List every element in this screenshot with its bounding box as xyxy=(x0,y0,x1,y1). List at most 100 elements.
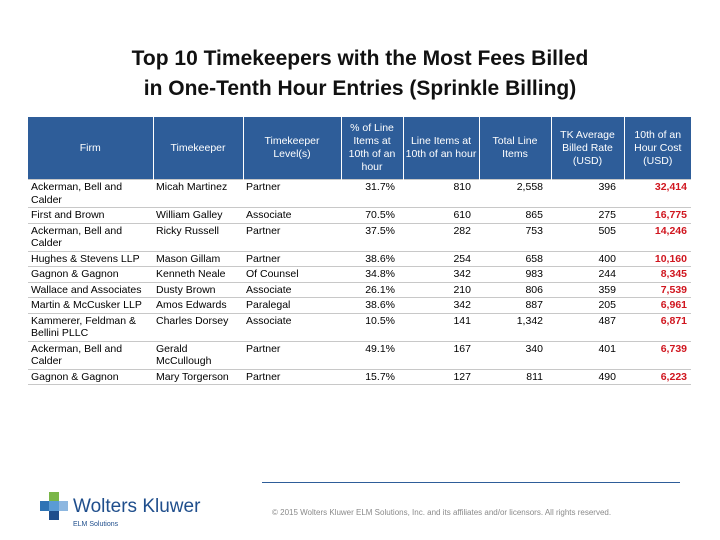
table-cell: 205 xyxy=(551,297,624,313)
table-row: Kammerer, Feldman & Bellini PLLC Charles … xyxy=(28,312,691,341)
table-cell: Mary Torgerson xyxy=(153,368,243,385)
title-line-1: Top 10 Timekeepers with the Most Fees Bi… xyxy=(131,47,589,70)
table-cell: Partner xyxy=(243,250,341,267)
table-cell: 37.5% xyxy=(341,222,403,251)
table-cell: Charles Dorsey xyxy=(153,312,243,341)
table-cell: 505 xyxy=(551,222,624,251)
table-cell: 244 xyxy=(551,266,624,282)
table-cell: 38.6% xyxy=(341,250,403,267)
table-cell: 396 xyxy=(551,179,624,208)
column-header: Timekeeper xyxy=(152,117,243,180)
table-cell: 141 xyxy=(403,312,479,341)
table-cell: Of Counsel xyxy=(243,266,341,282)
wolters-kluwer-logo: Wolters Kluwer ELM Solutions xyxy=(40,490,240,535)
table-cell: 1,342 xyxy=(479,312,551,341)
table-row: Gagnon & Gagnon Kenneth Neale Of Counsel 34… xyxy=(28,266,691,282)
table-cell: 16,775 xyxy=(624,207,691,223)
table-cell: 811 xyxy=(479,368,551,385)
table-cell: Associate xyxy=(243,207,341,223)
table-cell: 487 xyxy=(551,312,624,341)
table-cell: 167 xyxy=(403,340,479,369)
table-cell: Ackerman, Bell and Calder xyxy=(28,222,153,251)
table-cell: 70.5% xyxy=(341,207,403,223)
table-cell: 127 xyxy=(403,368,479,385)
table-cell: Amos Edwards xyxy=(153,297,243,313)
table-cell: 400 xyxy=(551,250,624,267)
column-header: Timekeeper Level(s) xyxy=(242,117,341,180)
table-row: First and Brown William Galley Associate 70… xyxy=(28,207,691,223)
table-cell: 342 xyxy=(403,266,479,282)
table-cell: Mason Gillam xyxy=(153,250,243,267)
table-row: Ackerman, Bell and Calder Gerald McCullou… xyxy=(28,340,691,369)
table-cell: Ackerman, Bell and Calder xyxy=(28,340,153,369)
table-cell: 490 xyxy=(551,368,624,385)
table-cell: 6,961 xyxy=(624,297,691,313)
copyright-text: © 2015 Wolters Kluwer ELM Solutions, Inc… xyxy=(272,508,612,517)
table-cell: 34.8% xyxy=(341,266,403,282)
slide-title: Top 10 Timekeepers with the Most Fees Bi… xyxy=(20,44,700,104)
table-cell: 254 xyxy=(403,250,479,267)
column-header: % of Line Items at 10th of an hour xyxy=(340,117,403,180)
table-cell: 983 xyxy=(479,266,551,282)
table-row: Martin & McCusker LLP Amos Edwards Paraleg… xyxy=(28,297,691,313)
table-cell: 342 xyxy=(403,297,479,313)
table-cell: Wallace and Associates xyxy=(28,281,153,298)
table-cell: 14,246 xyxy=(624,222,691,251)
table-row: Ackerman, Bell and Calder Ricky Russell Pa… xyxy=(28,222,691,251)
table-cell: 26.1% xyxy=(341,281,403,298)
table-row: Hughes & Stevens LLP Mason Gillam Partner 3… xyxy=(28,250,691,267)
title-line-2: in One-Tenth Hour Entries (Sprinkle Bill… xyxy=(143,77,577,100)
table-cell: Dusty Brown xyxy=(153,281,243,298)
table-cell: Micah Martinez xyxy=(153,179,243,208)
table-header-row: Firm Timekeeper Timekeeper Level(s)% of Li… xyxy=(28,117,691,180)
table-cell: Ricky Russell xyxy=(153,222,243,251)
table-cell: Gagnon & Gagnon xyxy=(28,368,153,385)
table-cell: 32,414 xyxy=(624,179,691,208)
table-cell: 38.6% xyxy=(341,297,403,313)
table-cell: 610 xyxy=(403,207,479,223)
column-header: Firm xyxy=(28,117,153,180)
table-cell: 2,558 xyxy=(479,179,551,208)
table-cell: 31.7% xyxy=(341,179,403,208)
table-cell: 10,160 xyxy=(624,250,691,267)
table-cell: 340 xyxy=(479,340,551,369)
table-body: Ackerman, Bell and Calder Micah Martinez P… xyxy=(28,179,691,385)
table-cell: William Galley xyxy=(153,207,243,223)
table-cell: 6,871 xyxy=(624,312,691,341)
table-cell: Partner xyxy=(243,179,341,208)
table-cell: 401 xyxy=(551,340,624,369)
table-row: Ackerman, Bell and Calder Micah Martinez P… xyxy=(28,179,691,208)
table-cell: Partner xyxy=(243,340,341,369)
table-cell: 6,223 xyxy=(624,368,691,385)
table-cell: 810 xyxy=(403,179,479,208)
column-header: 10th of an Hour Cost (USD) xyxy=(623,117,691,180)
table-cell: Gerald McCullough xyxy=(153,340,243,369)
table-cell: 210 xyxy=(403,281,479,298)
table-cell: Gagnon & Gagnon xyxy=(28,266,153,282)
table-cell: Hughes & Stevens LLP xyxy=(28,250,153,267)
table-cell: Martin & McCusker LLP xyxy=(28,297,153,313)
table-cell: 10.5% xyxy=(341,312,403,341)
table-cell: Kenneth Neale xyxy=(153,266,243,282)
table-cell: Kammerer, Feldman & Bellini PLLC xyxy=(28,312,153,341)
table-cell: 15.7% xyxy=(341,368,403,385)
footer-divider xyxy=(262,482,680,483)
table-cell: Associate xyxy=(243,281,341,298)
table-row: Gagnon & Gagnon Mary Torgerson Partner 15.7… xyxy=(28,368,691,385)
logo-subtitle: ELM Solutions xyxy=(73,521,119,528)
table-cell: Paralegal xyxy=(243,297,341,313)
table-cell: 806 xyxy=(479,281,551,298)
column-header: TK Average Billed Rate (USD) xyxy=(550,117,624,180)
table-cell: Associate xyxy=(243,312,341,341)
table-cell: 7,539 xyxy=(624,281,691,298)
table-cell: 887 xyxy=(479,297,551,313)
table-cell: Partner xyxy=(243,368,341,385)
table-cell: First and Brown xyxy=(28,207,153,223)
table-cell: 275 xyxy=(551,207,624,223)
column-header: Line Items at 10th of an hour xyxy=(402,117,479,180)
column-header: Total Line Items xyxy=(478,117,551,180)
table-cell: 8,345 xyxy=(624,266,691,282)
logo-name: Wolters Kluwer xyxy=(73,496,201,517)
table-cell: Partner xyxy=(243,222,341,251)
table-cell: 359 xyxy=(551,281,624,298)
